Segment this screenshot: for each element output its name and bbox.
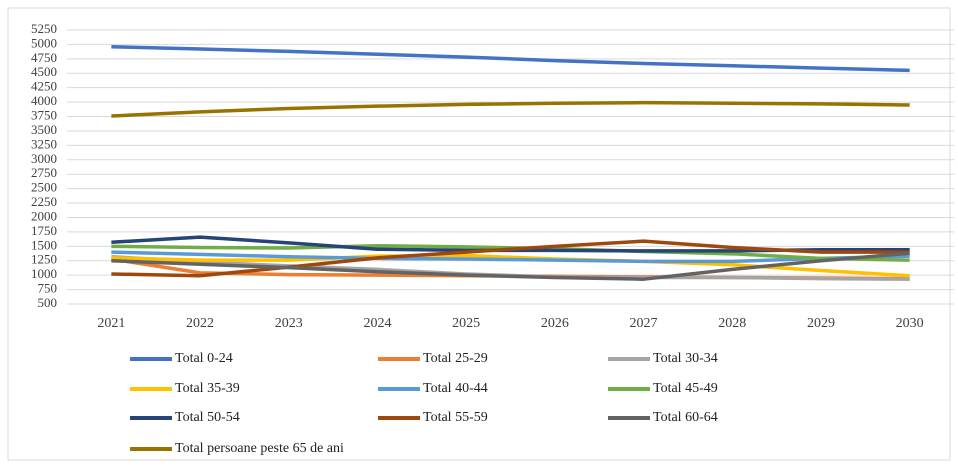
chart-frame (7, 7, 951, 461)
legend-label: Total 55-59 (423, 410, 488, 425)
y-tick-label: 2500 (31, 180, 57, 195)
x-tick-label: 2025 (452, 316, 480, 331)
y-tick-label: 3750 (31, 108, 57, 123)
series-line (111, 250, 910, 264)
series-line (111, 253, 910, 278)
y-tick-label: 1750 (31, 223, 57, 238)
y-tick-label: 3500 (31, 122, 57, 137)
x-tick-label: 2021 (97, 316, 125, 331)
legend-label: Total 60-64 (653, 410, 718, 425)
x-tick-label: 2023 (275, 316, 303, 331)
x-tick-label: 2024 (363, 316, 391, 331)
legend-label: Total 50-54 (175, 410, 240, 425)
legend-label: Total 35-39 (175, 381, 240, 396)
series-line (111, 239, 910, 278)
y-tick-label: 4000 (31, 93, 57, 108)
y-tick-label: 4500 (31, 64, 57, 79)
legend-label: Total 25-29 (423, 351, 488, 366)
y-tick-label: 2750 (31, 165, 57, 180)
y-tick-label: 1000 (31, 266, 57, 281)
legend-label: Total 45-49 (653, 381, 718, 396)
y-tick-label: 5250 (31, 21, 57, 36)
legend-label: Total persoane peste 65 de ani (175, 441, 344, 456)
y-tick-label: 3250 (31, 136, 57, 151)
y-tick-label: 5000 (31, 35, 57, 50)
y-tick-label: 1500 (31, 237, 57, 252)
y-tick-label: 4750 (31, 50, 57, 65)
y-tick-label: 3000 (31, 151, 57, 166)
legend-label: Total 0-24 (175, 351, 233, 366)
x-tick-label: 2029 (807, 316, 835, 331)
series-line (111, 251, 910, 281)
y-tick-label: 1250 (31, 252, 57, 267)
y-tick-label: 4250 (31, 79, 57, 94)
series-line (111, 100, 910, 118)
x-tick-label: 2026 (541, 316, 569, 331)
series-line (111, 44, 910, 73)
x-tick-label: 2027 (630, 316, 658, 331)
x-tick-label: 2028 (718, 316, 746, 331)
y-tick-label: 500 (38, 295, 58, 310)
y-tick-label: 2250 (31, 194, 57, 209)
x-tick-label: 2022 (186, 316, 214, 331)
x-tick-label: 2030 (896, 316, 924, 331)
y-tick-label: 750 (38, 281, 58, 296)
legend-label: Total 40-44 (423, 381, 488, 396)
y-tick-label: 2000 (31, 208, 57, 223)
legend-label: Total 30-34 (653, 351, 718, 366)
